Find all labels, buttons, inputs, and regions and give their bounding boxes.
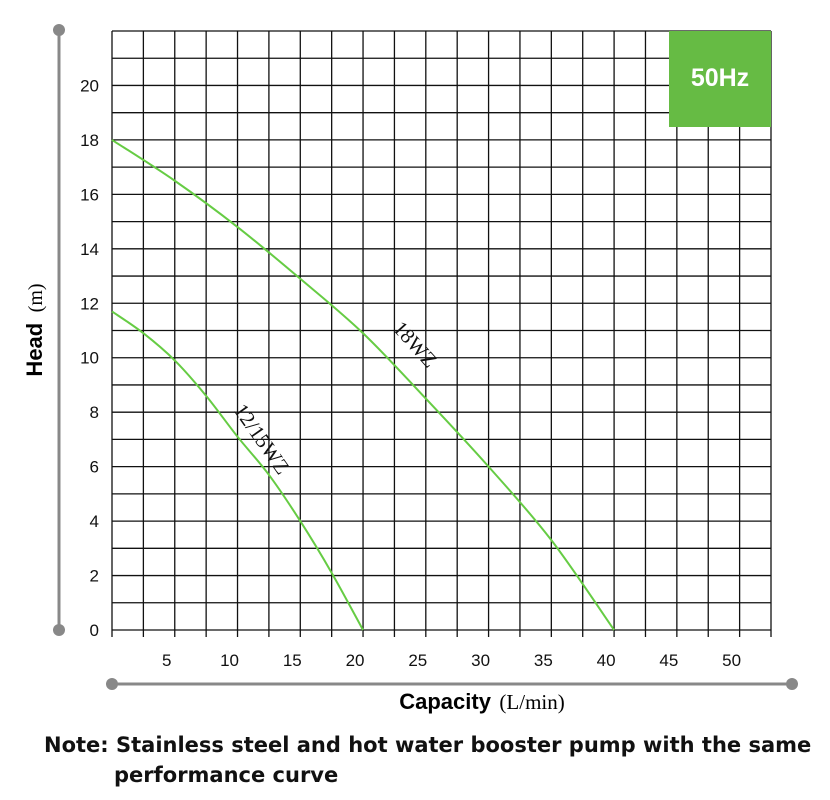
performance-chart: 0 2 4 6 8 10 12 14 16 18 20 5 10 15 20 25 30 35 40 45 50 50… [22,24,798,714]
y-tick-label: 14 [80,240,99,259]
y-tick-labels: 0 2 4 6 8 10 12 14 16 18 20 [80,76,99,640]
y-tick-label: 2 [90,567,99,586]
grid [111,30,772,637]
frequency-badge-text: 50Hz [691,64,749,92]
curve-label-18wz: 18WZ [388,316,442,372]
y-axis-title-unit: (m) [25,283,47,312]
series-line-12-15wz [111,310,364,631]
x-tick-label: 50 [722,651,741,670]
footnote: Note: Stainless steel and hot water boos… [44,730,814,790]
x-tick-label: 30 [471,651,490,670]
series-line-18wz [111,139,615,631]
x-axis-left-dot [106,678,118,690]
y-tick-label: 4 [90,512,99,531]
y-axis-bottom-dot [53,624,65,636]
curves [111,139,615,631]
y-tick-label: 20 [80,76,99,95]
x-tick-label: 15 [283,651,302,670]
x-axis-title-main: Capacity [399,689,491,714]
y-tick-label: 18 [80,131,99,150]
x-tick-labels: 5 10 15 20 25 30 35 40 45 50 [162,651,741,670]
x-axis-title-unit: (L/min) [499,690,564,714]
y-tick-label: 0 [90,621,99,640]
x-axis-title: Capacity (L/min) [399,689,565,714]
y-axis-title: Head (m) [22,283,47,376]
x-tick-label: 35 [534,651,553,670]
x-tick-label: 10 [220,651,239,670]
x-tick-label: 45 [659,651,678,670]
y-axis-top-dot [53,24,65,36]
x-axis-right-dot [786,678,798,690]
y-axis-title-main: Head [22,323,47,377]
y-tick-label: 12 [80,294,99,313]
x-tick-label: 40 [597,651,616,670]
frequency-badge [669,31,771,127]
y-tick-label: 6 [90,458,99,477]
x-tick-label: 25 [408,651,427,670]
y-tick-label: 16 [80,185,99,204]
footnote-line-1: Note: Stainless steel and hot water boos… [44,733,812,757]
x-tick-label: 20 [346,651,365,670]
y-tick-label: 10 [80,349,99,368]
x-tick-label: 5 [162,651,171,670]
y-tick-label: 8 [90,403,99,422]
footnote-line-2: performance curve [114,763,339,787]
